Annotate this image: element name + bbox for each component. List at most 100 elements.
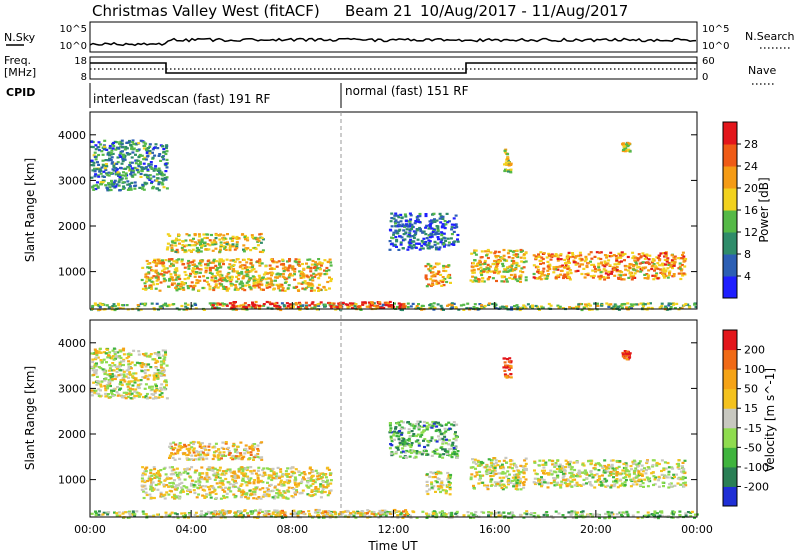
heatmap-cell <box>226 241 229 244</box>
heatmap-cell <box>240 494 244 497</box>
heatmap-cell <box>254 247 258 250</box>
heatmap-cell <box>170 452 174 455</box>
heatmap-cell <box>257 496 261 499</box>
heatmap-cell <box>199 250 203 253</box>
heatmap-cell <box>218 451 222 454</box>
heatmap-cell <box>309 289 313 292</box>
heatmap-cell <box>242 250 246 253</box>
heatmap-cell <box>565 257 569 260</box>
heatmap-cell <box>470 512 473 515</box>
heatmap-cell <box>199 246 203 249</box>
heatmap-cell <box>98 308 102 311</box>
heatmap-cell <box>159 366 163 369</box>
heatmap-cell <box>251 264 255 267</box>
heatmap-cell <box>294 468 298 471</box>
heatmap-cell <box>430 436 434 439</box>
heatmap-cell <box>623 252 627 256</box>
heatmap-cell <box>121 145 125 149</box>
heatmap-cell <box>673 261 677 264</box>
heatmap-cell <box>593 265 596 268</box>
heatmap-cell <box>563 273 567 276</box>
heatmap-cell <box>183 271 187 274</box>
heatmap-cell <box>501 262 505 265</box>
heatmap-cell <box>277 492 281 495</box>
heatmap-cell <box>104 377 108 380</box>
heatmap-cell <box>107 189 111 192</box>
heatmap-cell <box>193 471 197 474</box>
heatmap-cell <box>144 142 148 145</box>
heatmap-cell <box>185 447 189 451</box>
heatmap-cell <box>248 457 252 460</box>
heatmap-cell <box>96 185 100 188</box>
heatmap-cell <box>503 268 507 271</box>
heatmap-cell <box>218 238 222 241</box>
heatmap-cell <box>311 301 315 304</box>
heatmap-cell <box>101 175 105 178</box>
heatmap-cell <box>133 379 137 382</box>
heatmap-cell <box>118 176 122 179</box>
heatmap-cell <box>607 303 611 306</box>
heatmap-cell <box>316 263 320 266</box>
heatmap-cell <box>452 217 456 220</box>
heatmap-cell <box>652 278 656 281</box>
heatmap-cell <box>154 276 158 279</box>
heatmap-cell <box>112 164 116 167</box>
heatmap-cell <box>673 255 677 258</box>
heatmap-cell <box>257 466 261 469</box>
heatmap-cell <box>329 482 333 485</box>
heatmap-cell <box>495 260 499 263</box>
heatmap-cell <box>425 516 429 519</box>
heatmap-cell <box>258 508 262 511</box>
heatmap-cell <box>293 278 297 281</box>
heatmap-cell <box>440 225 444 228</box>
heatmap-cell <box>218 476 222 480</box>
heatmap-cell <box>156 374 160 377</box>
heatmap-cell <box>152 376 156 379</box>
heatmap-cell <box>148 493 152 496</box>
heatmap-cell <box>148 286 152 289</box>
heatmap-cell <box>686 303 690 306</box>
heatmap-cell <box>436 303 440 306</box>
heatmap-cell <box>341 512 345 515</box>
heatmap-cell <box>250 493 254 496</box>
heatmap-cell <box>218 278 222 281</box>
heatmap-cell <box>272 471 276 474</box>
heatmap-cell <box>379 512 383 515</box>
heatmap-cell <box>132 147 136 150</box>
heatmap-cell <box>630 307 633 310</box>
heatmap-cell <box>260 441 264 444</box>
heatmap-cell <box>211 243 215 246</box>
heatmap-cell <box>448 512 452 515</box>
heatmap-cell <box>170 283 174 286</box>
heatmap-cell <box>174 260 178 263</box>
heatmap-cell <box>94 372 98 375</box>
heatmap-cell <box>628 266 632 269</box>
heatmap-cell <box>120 142 124 145</box>
heatmap-cell <box>437 238 440 241</box>
heatmap-cell <box>315 264 319 267</box>
heatmap-cell <box>403 514 407 517</box>
heatmap-cell <box>422 242 426 245</box>
heatmap-cell <box>223 490 227 493</box>
heatmap-cell <box>271 476 275 479</box>
heatmap-cell <box>193 241 197 244</box>
heatmap-cell <box>193 263 196 266</box>
heatmap-cell <box>104 159 108 162</box>
heatmap-cell <box>104 392 108 395</box>
heatmap-cell <box>101 159 105 162</box>
heatmap-cell <box>438 246 442 249</box>
heatmap-cell <box>228 263 232 266</box>
heatmap-cell <box>450 228 454 231</box>
heatmap-cell <box>191 260 195 264</box>
heatmap-cell <box>162 303 166 306</box>
heatmap-cell <box>678 262 682 265</box>
y-tick-label: 2000 <box>58 220 86 233</box>
heatmap-cell <box>341 301 345 304</box>
heatmap-cell <box>514 268 518 271</box>
heatmap-cell <box>328 276 331 279</box>
heatmap-cell <box>660 302 664 305</box>
heatmap-cell <box>664 305 668 308</box>
heatmap-cell <box>167 485 171 488</box>
heatmap-cell <box>319 301 323 304</box>
